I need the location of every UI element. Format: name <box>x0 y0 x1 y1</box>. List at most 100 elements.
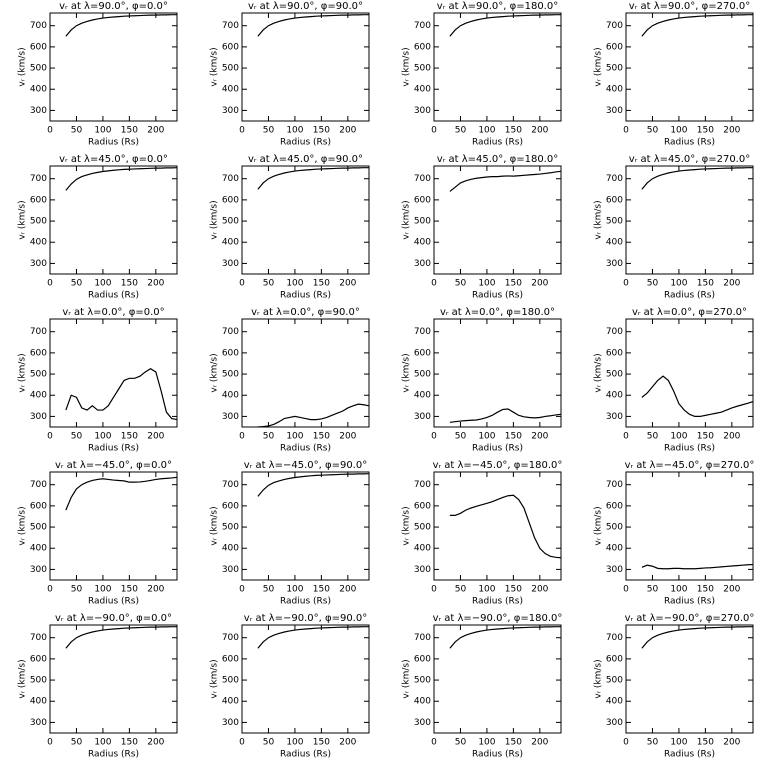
x-axis-label: Radius (Rs) <box>472 444 523 454</box>
x-tick-label: 50 <box>71 738 83 748</box>
y-tick-label: 300 <box>606 106 623 116</box>
x-tick-label: 0 <box>431 738 437 748</box>
y-tick-label: 400 <box>30 238 47 248</box>
y-tick-label: 400 <box>414 85 431 95</box>
panel: vᵣ at λ=−90.0°, φ=180.0° 0 50 100 150 200 300 4… <box>402 613 563 760</box>
data-line <box>449 626 561 649</box>
panel: vᵣ at λ=−45.0°, φ=0.0° 0 50 100 150 200 300 400… <box>18 460 178 607</box>
y-tick-label: 300 <box>30 412 47 422</box>
chart-title: vᵣ at λ=0.0°, φ=0.0° <box>62 307 164 318</box>
y-tick-label: 300 <box>30 106 47 116</box>
x-tick-label: 200 <box>531 432 548 442</box>
y-tick-label: 500 <box>606 523 623 533</box>
x-tick-label: 0 <box>239 738 245 748</box>
chart-title: vᵣ at λ=90.0°, φ=90.0° <box>248 1 363 12</box>
data-line <box>449 408 561 423</box>
chart-title: vᵣ at λ=0.0°, φ=180.0° <box>440 307 555 318</box>
x-tick-label: 150 <box>121 279 138 289</box>
y-tick-label: 600 <box>606 654 623 664</box>
data-line <box>65 368 177 421</box>
y-tick-label: 500 <box>606 370 623 380</box>
x-tick-label: 200 <box>339 126 356 136</box>
y-tick-label: 300 <box>414 106 431 116</box>
x-tick-label: 0 <box>623 585 629 595</box>
x-tick-label: 0 <box>431 279 437 289</box>
x-tick-label: 200 <box>339 585 356 595</box>
y-tick-label: 700 <box>222 174 239 184</box>
y-tick-label: 600 <box>414 42 431 52</box>
x-tick-label: 150 <box>505 279 522 289</box>
y-tick-label: 700 <box>222 480 239 490</box>
chart-title: vᵣ at λ=−90.0°, φ=0.0° <box>55 613 172 624</box>
x-tick-label: 150 <box>121 432 138 442</box>
x-tick-label: 50 <box>263 126 275 136</box>
y-tick-label: 400 <box>30 85 47 95</box>
plot-frame <box>241 624 370 734</box>
y-tick-label: 600 <box>30 348 47 358</box>
panel: vᵣ at λ=45.0°, φ=180.0° 0 50 100 150 200 300 40… <box>402 154 562 301</box>
x-tick-label: 0 <box>431 432 437 442</box>
x-tick-label: 50 <box>71 279 83 289</box>
data-line <box>257 473 369 497</box>
panel: vᵣ at λ=0.0°, φ=90.0° 0 50 100 150 200 300 400 5… <box>210 307 370 454</box>
y-tick-label: 500 <box>222 523 239 533</box>
y-tick-label: 600 <box>30 501 47 511</box>
x-tick-label: 200 <box>339 432 356 442</box>
y-tick-label: 600 <box>606 195 623 205</box>
y-axis-label: vᵣ (km/s) <box>18 47 28 86</box>
x-axis-label: Radius (Rs) <box>472 138 523 148</box>
x-tick-label: 150 <box>313 738 330 748</box>
y-tick-label: 300 <box>30 259 47 269</box>
y-tick-label: 600 <box>30 42 47 52</box>
x-tick-label: 100 <box>478 585 495 595</box>
y-tick-label: 600 <box>222 501 239 511</box>
plot-frame <box>625 165 754 275</box>
panel: vᵣ at λ=90.0°, φ=0.0° 0 50 100 150 200 300 400 5… <box>18 1 178 148</box>
y-tick-label: 400 <box>606 391 623 401</box>
y-tick-label: 700 <box>606 480 623 490</box>
y-tick-label: 600 <box>606 348 623 358</box>
y-axis-label: vᵣ (km/s) <box>402 47 412 86</box>
panel: vᵣ at λ=90.0°, φ=90.0° 0 50 100 150 200 300 400… <box>210 1 370 148</box>
x-tick-label: 50 <box>455 126 467 136</box>
y-tick-label: 500 <box>606 217 623 227</box>
y-tick-label: 300 <box>606 412 623 422</box>
y-tick-label: 500 <box>30 676 47 686</box>
panel: vᵣ at λ=0.0°, φ=180.0° 0 50 100 150 200 300 400… <box>402 307 562 454</box>
x-tick-label: 150 <box>697 126 714 136</box>
x-tick-label: 200 <box>723 126 740 136</box>
y-tick-label: 300 <box>414 718 431 728</box>
x-tick-label: 100 <box>94 279 111 289</box>
x-tick-label: 50 <box>71 126 83 136</box>
x-tick-label: 50 <box>455 432 467 442</box>
x-tick-label: 100 <box>286 279 303 289</box>
data-line <box>65 476 177 511</box>
x-axis-label: Radius (Rs) <box>280 291 331 301</box>
x-tick-label: 200 <box>147 126 164 136</box>
plot-frame <box>49 318 178 428</box>
x-tick-label: 200 <box>723 585 740 595</box>
data-line <box>641 375 753 418</box>
x-tick-label: 100 <box>478 738 495 748</box>
y-tick-label: 700 <box>30 21 47 31</box>
y-tick-label: 400 <box>606 85 623 95</box>
x-tick-label: 150 <box>313 432 330 442</box>
chart-title: vᵣ at λ=45.0°, φ=270.0° <box>629 154 750 165</box>
chart-title: vᵣ at λ=−90.0°, φ=270.0° <box>625 613 755 624</box>
y-tick-label: 700 <box>30 327 47 337</box>
x-tick-label: 150 <box>505 738 522 748</box>
x-axis-label: Radius (Rs) <box>88 750 139 760</box>
y-tick-label: 300 <box>606 565 623 575</box>
x-tick-label: 50 <box>455 279 467 289</box>
x-axis-label: Radius (Rs) <box>88 597 139 607</box>
y-tick-label: 400 <box>222 238 239 248</box>
x-tick-label: 50 <box>71 432 83 442</box>
y-axis-label: vᵣ (km/s) <box>594 200 604 239</box>
x-tick-label: 150 <box>697 432 714 442</box>
y-tick-label: 300 <box>414 259 431 269</box>
x-tick-label: 200 <box>339 279 356 289</box>
plot-frame <box>241 318 370 428</box>
data-line <box>65 167 177 191</box>
y-axis-label: vᵣ (km/s) <box>18 200 28 239</box>
